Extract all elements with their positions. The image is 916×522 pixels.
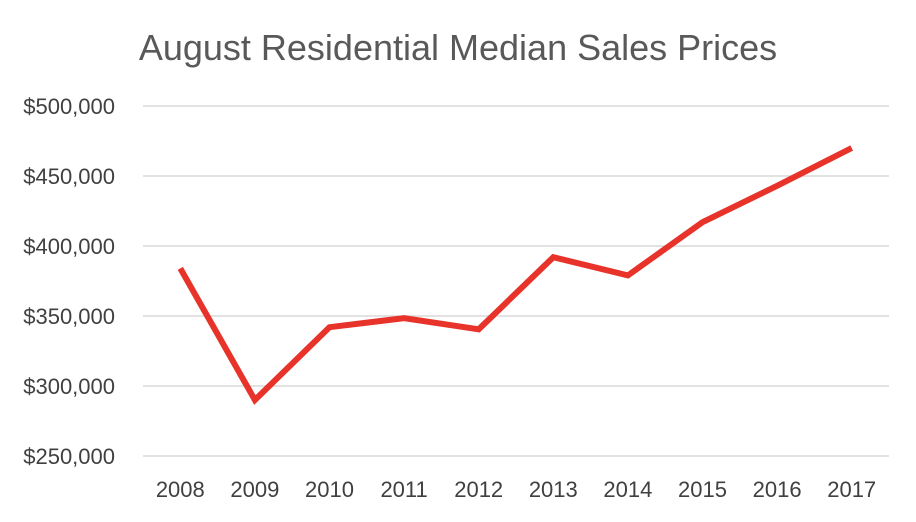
x-tick-label: 2009 xyxy=(230,477,279,502)
y-tick-label: $400,000 xyxy=(23,234,115,259)
x-tick-label: 2011 xyxy=(380,477,427,502)
chart-title: August Residential Median Sales Prices xyxy=(139,27,777,68)
x-axis-tick-labels: 2008 2009 2010 2011 2012 2013 2014 2015 2016 2017 xyxy=(156,477,876,502)
series-line xyxy=(177,145,854,405)
x-tick-label: 2010 xyxy=(305,477,354,502)
x-tick-label: 2014 xyxy=(603,477,652,502)
y-axis-tick-labels: $250,000 $300,000 $350,000 $400,000 $450,000… xyxy=(23,94,115,469)
x-tick-label: 2015 xyxy=(678,477,727,502)
x-tick-label: 2012 xyxy=(454,477,503,502)
y-tick-label: $500,000 xyxy=(23,94,115,119)
y-tick-label: $300,000 xyxy=(23,374,115,399)
x-tick-label: 2017 xyxy=(827,477,876,502)
series-layer xyxy=(177,145,854,405)
x-tick-label: 2008 xyxy=(156,477,205,502)
y-tick-label: $250,000 xyxy=(23,444,115,469)
x-tick-label: 2013 xyxy=(529,477,578,502)
y-tick-label: $450,000 xyxy=(23,164,115,189)
y-tick-label: $350,000 xyxy=(23,304,115,329)
x-tick-label: 2016 xyxy=(753,477,802,502)
